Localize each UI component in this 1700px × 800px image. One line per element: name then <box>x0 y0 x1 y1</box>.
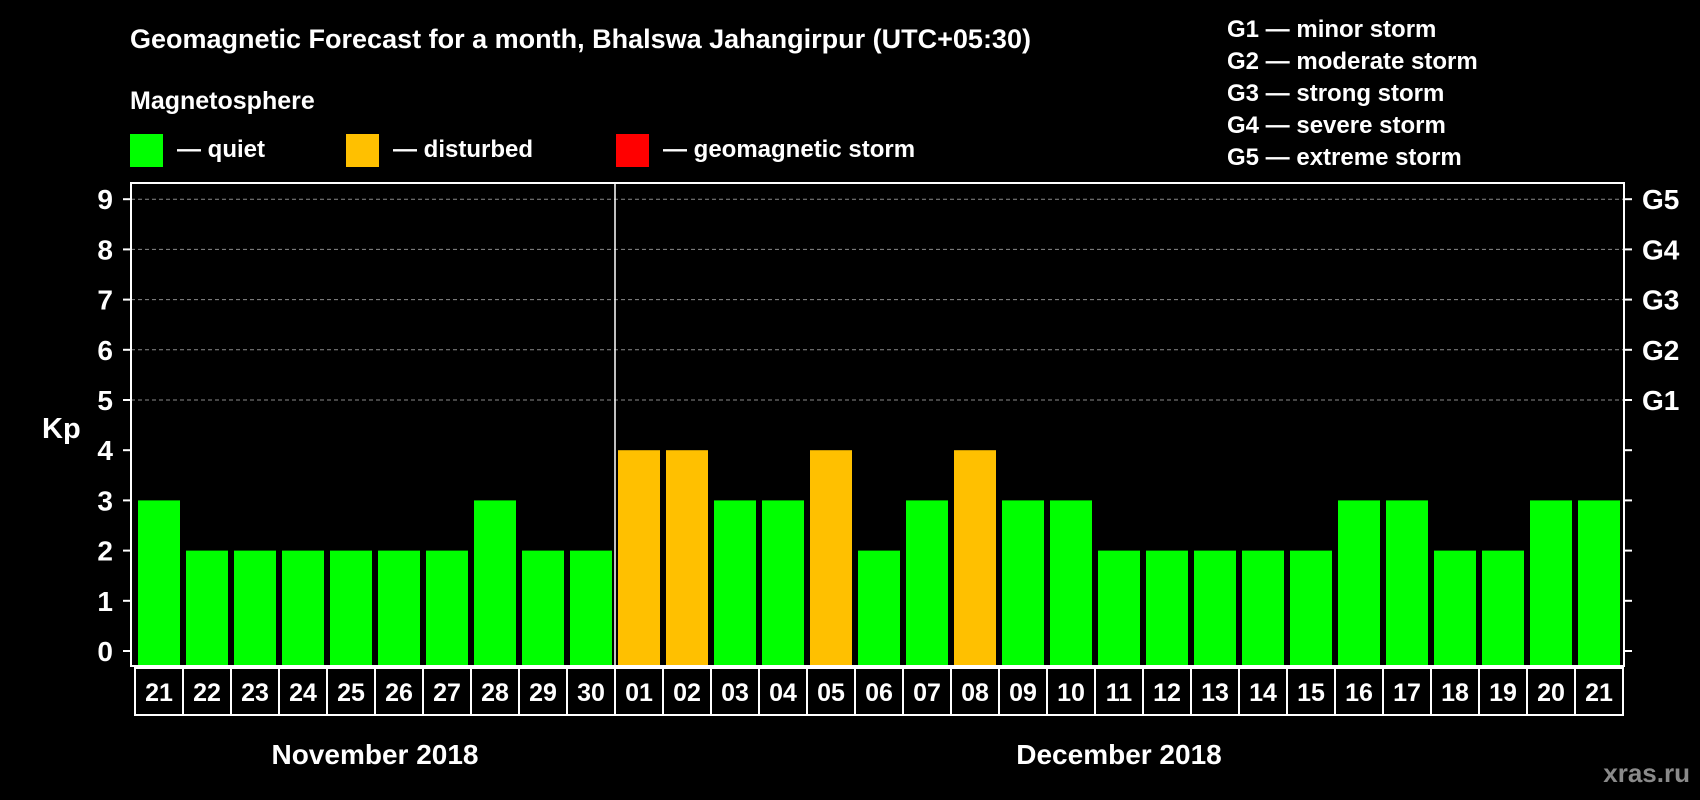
y-tick-label: 2 <box>97 536 113 567</box>
x-tick-label: 10 <box>1057 679 1085 707</box>
bar-01-10 <box>618 450 660 667</box>
x-tick-label: 07 <box>913 679 941 707</box>
storm-scale-g3: G3 — strong storm <box>1227 80 1444 107</box>
x-tick-label: 09 <box>1009 679 1037 707</box>
bar-08-17 <box>954 450 996 667</box>
bar-10-19 <box>1050 500 1092 667</box>
y-tick-label: 6 <box>97 335 113 366</box>
x-tick-label: 27 <box>433 679 461 707</box>
bar-20-29 <box>1530 500 1572 667</box>
storm-scale-g2: G2 — moderate storm <box>1227 48 1478 75</box>
x-tick-label: 08 <box>961 679 989 707</box>
bar-22-1 <box>186 550 228 667</box>
legend-label-storm: — geomagnetic storm <box>663 136 915 163</box>
bar-29-8 <box>522 550 564 667</box>
bar-19-28 <box>1482 550 1524 667</box>
bar-05-14 <box>810 450 852 667</box>
x-tick-label: 11 <box>1106 679 1133 707</box>
y-tick-label: 9 <box>97 184 113 215</box>
bar-12-21 <box>1146 550 1188 667</box>
x-tick-label: 02 <box>673 679 701 707</box>
bar-14-23 <box>1242 550 1284 667</box>
storm-scale-g5: G5 — extreme storm <box>1227 144 1462 171</box>
x-tick-label: 24 <box>289 679 317 707</box>
bar-04-13 <box>762 500 804 667</box>
x-tick-label: 23 <box>241 679 269 707</box>
bar-17-26 <box>1386 500 1428 667</box>
bar-09-18 <box>1002 500 1044 667</box>
right-tick-label-g3: G3 <box>1642 285 1679 316</box>
right-tick-label-g1: G1 <box>1642 385 1679 416</box>
bar-07-16 <box>906 500 948 667</box>
y-tick-label: 8 <box>97 234 113 265</box>
x-tick-label: 13 <box>1201 679 1229 707</box>
bar-11-20 <box>1098 550 1140 667</box>
y-tick-label: 4 <box>97 435 113 466</box>
legend-label-disturbed: — disturbed <box>393 136 533 163</box>
bar-18-27 <box>1434 550 1476 667</box>
y-tick-label: 1 <box>97 586 113 617</box>
x-tick-label: 03 <box>721 679 749 707</box>
bar-21-0 <box>138 500 180 667</box>
x-tick-label: 22 <box>193 679 221 707</box>
bar-28-7 <box>474 500 516 667</box>
legend-title: Magnetosphere <box>130 87 315 115</box>
x-tick-label: 04 <box>769 679 797 707</box>
right-tick-label-g5: G5 <box>1642 184 1679 215</box>
x-tick-label: 06 <box>865 679 893 707</box>
x-tick-label: 19 <box>1489 679 1517 707</box>
bar-06-15 <box>858 550 900 667</box>
x-tick-label: 18 <box>1441 679 1469 707</box>
x-tick-label: 01 <box>625 679 653 707</box>
x-tick-label: 20 <box>1537 679 1565 707</box>
x-tick-label: 21 <box>1585 679 1613 707</box>
x-tick-label: 15 <box>1297 679 1325 707</box>
legend-label-quiet: — quiet <box>177 136 265 163</box>
x-tick-label: 16 <box>1345 679 1373 707</box>
x-tick-label: 28 <box>481 679 509 707</box>
legend-swatch-storm <box>616 134 649 167</box>
x-tick-label: 21 <box>145 679 173 707</box>
y-tick-label: 7 <box>97 285 113 316</box>
bar-23-2 <box>234 550 276 667</box>
bar-15-24 <box>1290 550 1332 667</box>
month-label-0: November 2018 <box>271 739 478 770</box>
bar-13-22 <box>1194 550 1236 667</box>
x-tick-label: 12 <box>1153 679 1181 707</box>
watermark: xras.ru <box>1603 758 1690 788</box>
x-tick-label: 29 <box>529 679 557 707</box>
bar-21-30 <box>1578 500 1620 667</box>
storm-scale-g1: G1 — minor storm <box>1227 16 1436 43</box>
x-tick-label: 05 <box>817 679 845 707</box>
y-tick-label: 3 <box>97 485 113 516</box>
right-tick-label-g2: G2 <box>1642 335 1679 366</box>
y-tick-label: 0 <box>97 636 113 667</box>
bar-24-3 <box>282 550 324 667</box>
bar-26-5 <box>378 550 420 667</box>
bar-27-6 <box>426 550 468 667</box>
bar-02-11 <box>666 450 708 667</box>
x-tick-label: 30 <box>577 679 605 707</box>
legend-swatch-quiet <box>130 134 163 167</box>
bar-25-4 <box>330 550 372 667</box>
x-tick-label: 14 <box>1249 679 1277 707</box>
bar-03-12 <box>714 500 756 667</box>
storm-scale-g4: G4 — severe storm <box>1227 112 1446 139</box>
x-tick-label: 17 <box>1393 679 1421 707</box>
y-axis-label: Kp <box>42 413 81 445</box>
x-tick-label: 25 <box>337 679 365 707</box>
bar-16-25 <box>1338 500 1380 667</box>
legend-swatch-disturbed <box>346 134 379 167</box>
x-label-box <box>134 667 1624 716</box>
plot-frame <box>130 182 1625 667</box>
y-tick-label: 5 <box>97 385 113 416</box>
bar-30-9 <box>570 550 612 667</box>
right-tick-label-g4: G4 <box>1642 234 1680 265</box>
month-label-1: December 2018 <box>1016 739 1221 770</box>
x-tick-label: 26 <box>385 679 413 707</box>
chart-title: Geomagnetic Forecast for a month, Bhalsw… <box>130 24 1031 54</box>
